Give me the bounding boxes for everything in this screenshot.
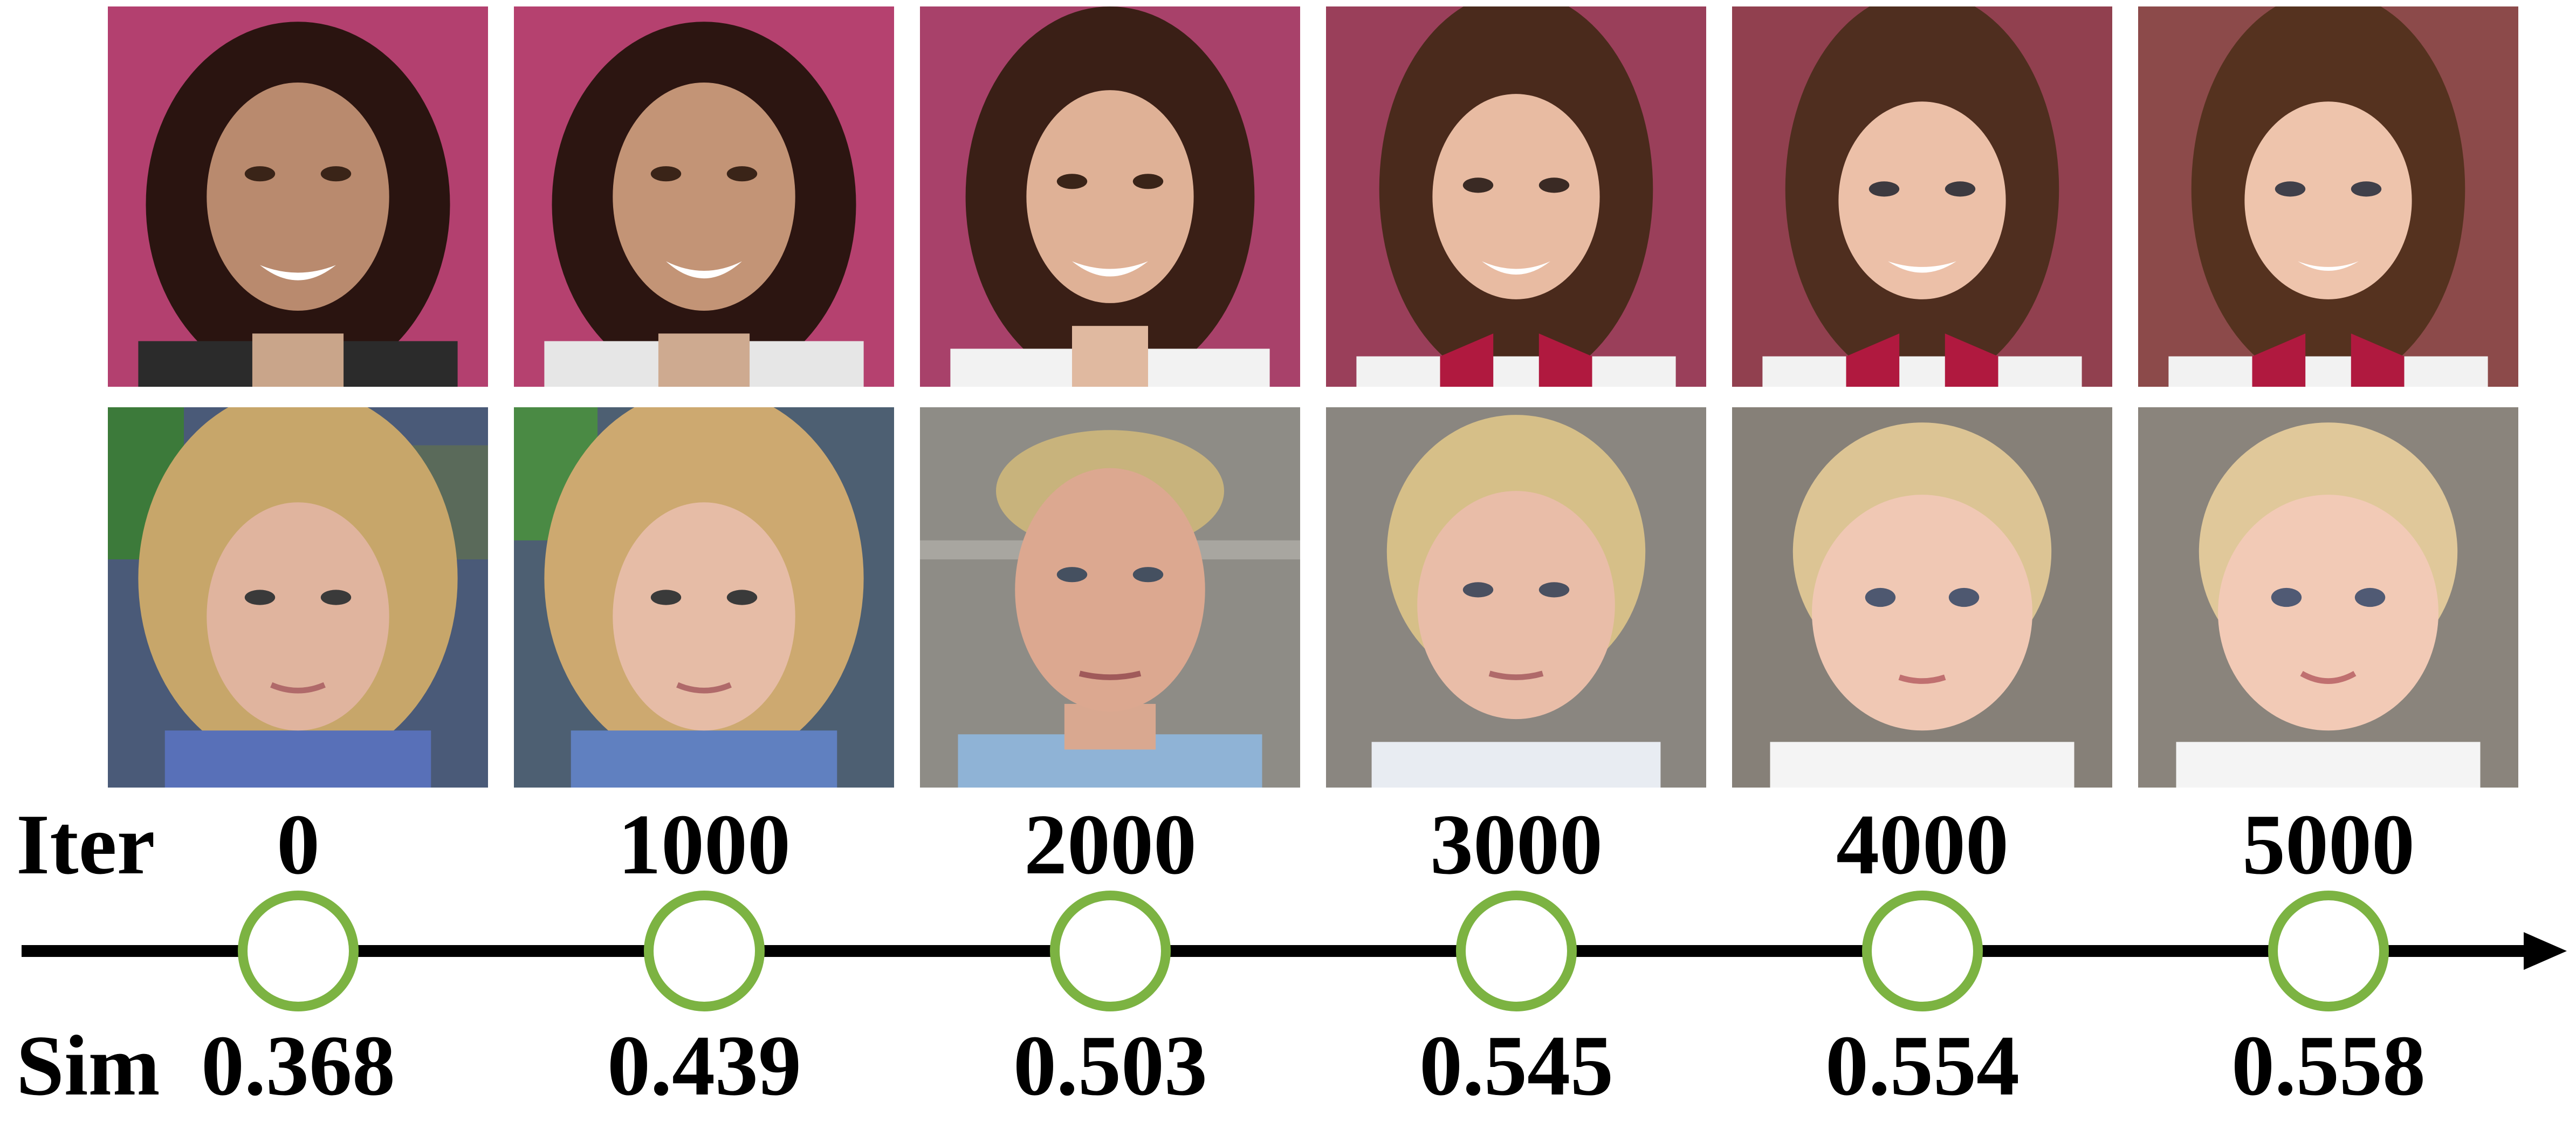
sim-value-1000: 0.439 <box>607 1017 801 1113</box>
face-image-row2-iter1000 <box>514 407 894 788</box>
iter-value-2000: 2000 <box>1024 796 1197 892</box>
timeline-marker-3000 <box>1456 891 1577 1011</box>
face-image-row1-iter4000 <box>1732 6 2112 387</box>
timeline-marker-2000 <box>1050 891 1171 1011</box>
face-image-row1-iter2000 <box>920 6 1300 387</box>
face-image-row2-iter0 <box>108 407 488 788</box>
face-image-row2-iter2000 <box>920 407 1300 788</box>
iter-row-label: Iter <box>16 796 155 892</box>
iter-value-5000: 5000 <box>2242 796 2415 892</box>
iter-value-1000: 1000 <box>618 796 791 892</box>
face-image-row1-iter0 <box>108 6 488 387</box>
timeline-arrowhead <box>2524 932 2567 970</box>
sim-row-label: Sim <box>16 1017 160 1113</box>
timeline-marker-4000 <box>1862 891 1983 1011</box>
sim-value-2000: 0.503 <box>1013 1017 1207 1113</box>
timeline-marker-5000 <box>2268 891 2389 1011</box>
sim-value-4000: 0.554 <box>1825 1017 2019 1113</box>
face-image-row2-iter5000 <box>2138 407 2518 788</box>
iter-value-4000: 4000 <box>1836 796 2009 892</box>
face-image-row2-iter3000 <box>1326 407 1706 788</box>
face-image-row2-iter4000 <box>1732 407 2112 788</box>
sim-value-3000: 0.545 <box>1419 1017 1613 1113</box>
iter-value-0: 0 <box>277 796 320 892</box>
face-image-row1-iter3000 <box>1326 6 1706 387</box>
sim-value-0: 0.368 <box>201 1017 395 1113</box>
face-image-row1-iter1000 <box>514 6 894 387</box>
sim-value-5000: 0.558 <box>2231 1017 2426 1113</box>
face-image-row1-iter5000 <box>2138 6 2518 387</box>
timeline-marker-1000 <box>644 891 765 1011</box>
iter-value-3000: 3000 <box>1430 796 1603 892</box>
timeline-marker-0 <box>238 891 359 1011</box>
